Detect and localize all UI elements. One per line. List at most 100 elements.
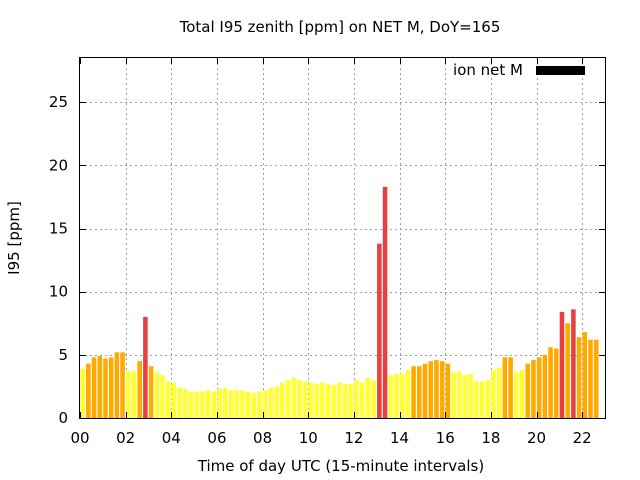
bar <box>194 391 200 418</box>
bar <box>377 243 382 418</box>
bar <box>97 356 103 418</box>
bar <box>548 347 553 418</box>
bar <box>165 381 171 418</box>
bar <box>525 363 531 418</box>
bar <box>456 371 462 418</box>
bar <box>365 377 371 418</box>
bar <box>508 357 513 418</box>
x-tick-label: 06 <box>207 429 226 447</box>
bar <box>382 186 388 418</box>
bar <box>359 382 365 418</box>
bar <box>462 375 468 418</box>
bar <box>394 373 399 418</box>
bar <box>337 382 342 418</box>
x-tick-label: 02 <box>116 429 135 447</box>
bar <box>565 323 570 418</box>
bar <box>593 339 599 418</box>
bar <box>348 383 354 418</box>
bar <box>531 359 536 418</box>
bar <box>131 371 137 418</box>
bar <box>496 367 502 418</box>
bar <box>154 372 160 418</box>
y-tick-label: 0 <box>58 409 68 427</box>
bar <box>205 390 211 418</box>
bar <box>536 357 542 418</box>
bar <box>274 386 279 418</box>
bar <box>91 357 97 418</box>
x-tick-label: 20 <box>527 429 546 447</box>
bar <box>268 387 274 418</box>
bar <box>228 390 234 418</box>
bar <box>262 390 268 418</box>
bar <box>297 380 302 418</box>
bar <box>428 361 434 418</box>
bar <box>285 380 291 418</box>
bar-series <box>80 186 599 418</box>
legend: ion net M <box>453 61 585 79</box>
bar <box>582 332 588 418</box>
x-tick-label: 12 <box>344 429 363 447</box>
bar <box>399 373 405 418</box>
bar <box>553 348 559 418</box>
bar <box>240 390 245 418</box>
y-tick-label: 20 <box>49 156 68 174</box>
bar <box>120 352 125 418</box>
bar <box>314 383 319 418</box>
bar <box>125 371 131 418</box>
x-tick-label: 14 <box>390 429 409 447</box>
bar <box>485 380 491 418</box>
x-tick-label: 08 <box>253 429 272 447</box>
bar <box>320 382 325 418</box>
legend-label: ion net M <box>453 61 523 79</box>
bar <box>223 387 228 418</box>
bar <box>417 366 422 418</box>
bar <box>200 391 205 418</box>
bar <box>514 372 519 418</box>
x-axis-label: Time of day UTC (15-minute intervals) <box>197 457 484 475</box>
bar <box>114 352 120 418</box>
x-tick-label: 04 <box>162 429 181 447</box>
bar <box>588 339 593 418</box>
bar <box>411 366 416 418</box>
bar <box>502 357 508 418</box>
bar <box>308 382 314 418</box>
y-tick-label: 10 <box>49 283 68 301</box>
legend-swatch <box>536 66 585 75</box>
bar <box>160 375 165 418</box>
bar <box>576 337 582 418</box>
bar <box>325 383 331 418</box>
bar <box>80 368 85 418</box>
bar <box>405 370 411 418</box>
axis-ticks <box>80 58 605 419</box>
x-tick-label: 22 <box>573 429 592 447</box>
bar <box>451 372 456 418</box>
y-tick-label: 15 <box>49 220 68 238</box>
bar <box>177 387 182 418</box>
bar <box>422 363 428 418</box>
bar <box>479 381 485 418</box>
bar <box>571 309 576 418</box>
bar <box>257 391 262 418</box>
chart-title: Total I95 zenith [ppm] on NET M, DoY=165 <box>179 18 501 36</box>
bar <box>280 382 285 418</box>
bar <box>434 359 439 418</box>
bar <box>108 357 114 418</box>
bar <box>234 390 239 418</box>
bar <box>302 381 308 418</box>
y-tick-label: 25 <box>49 93 68 111</box>
bar <box>245 391 251 418</box>
bar <box>148 366 154 418</box>
bar <box>559 311 565 418</box>
bar <box>86 363 91 418</box>
bar <box>439 361 445 418</box>
bar <box>491 370 496 418</box>
bar <box>291 377 297 418</box>
y-axis-label: I95 [ppm] <box>5 201 23 275</box>
bar <box>542 354 548 418</box>
bar <box>354 380 359 418</box>
y-tick-label: 5 <box>58 346 68 364</box>
x-tick-label: 10 <box>299 429 318 447</box>
x-tick-label: 16 <box>436 429 455 447</box>
bar <box>188 391 194 418</box>
